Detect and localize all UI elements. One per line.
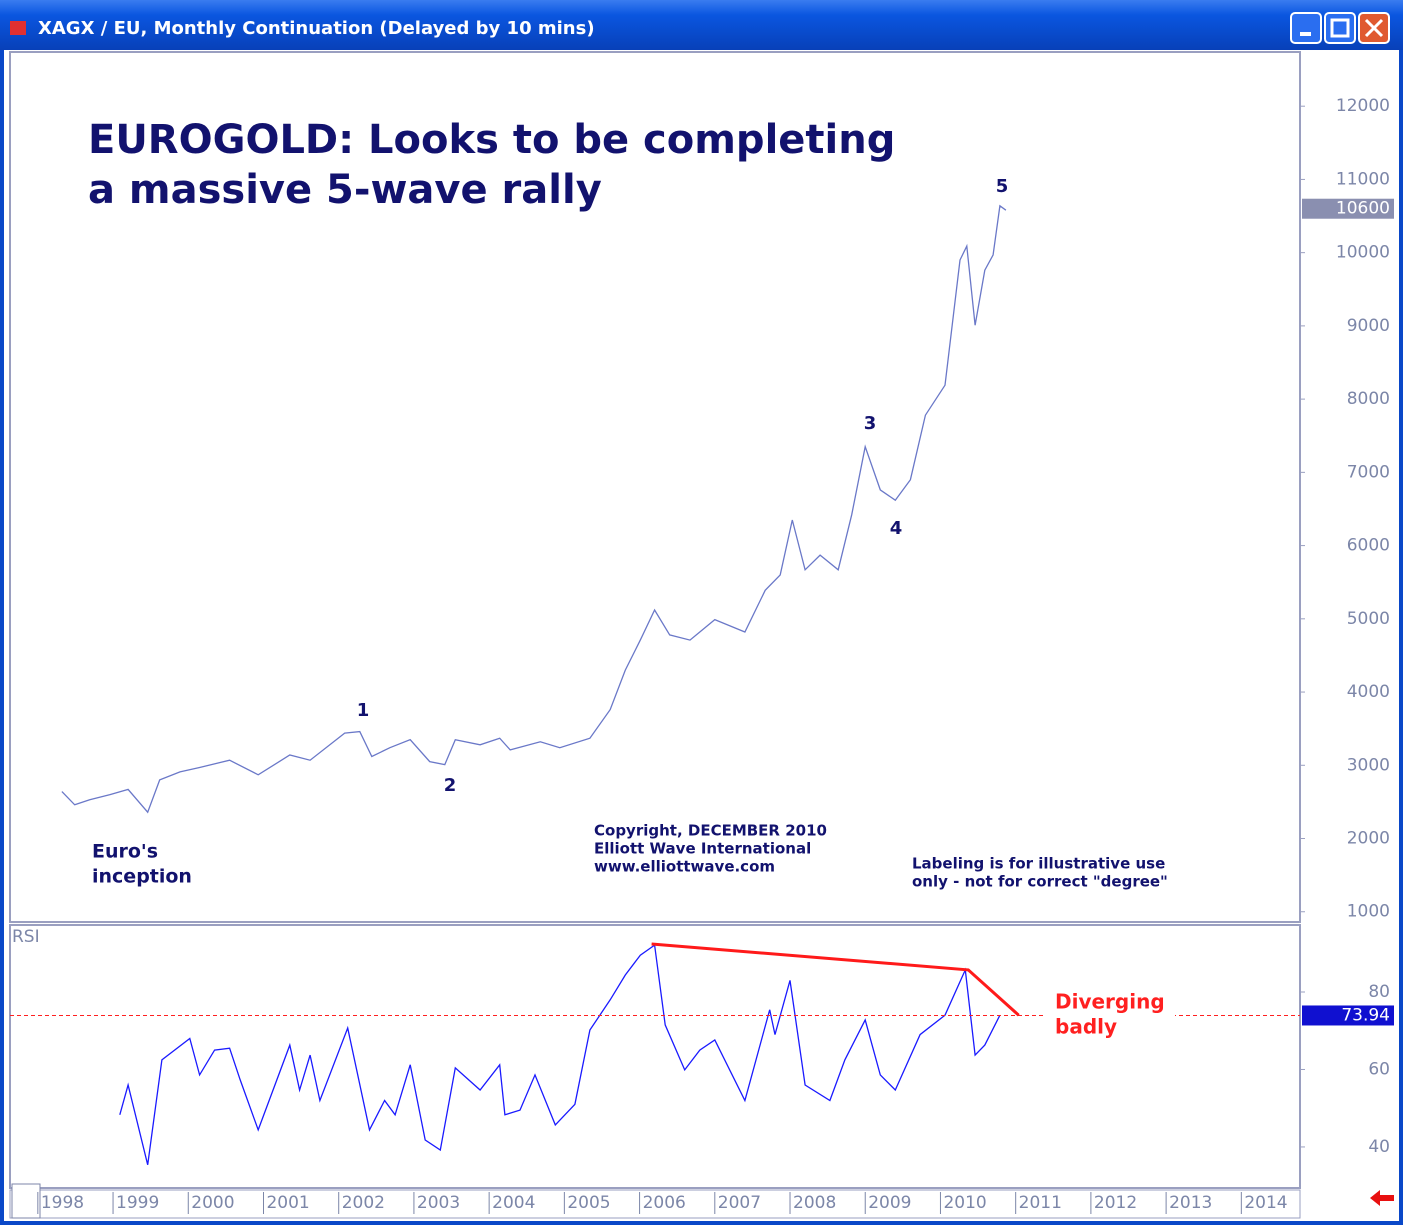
x-tick-label: 1999 [116, 1193, 159, 1213]
y-tick-label: 40 [1368, 1137, 1390, 1157]
panel-label: RSI [12, 927, 40, 947]
series-line [61, 204, 1007, 814]
y-tick-label: 10000 [1336, 243, 1390, 263]
x-tick-label: 2004 [492, 1193, 535, 1213]
annotation: www.elliottwave.com [594, 858, 775, 876]
last-value-label: 10600 [1336, 199, 1390, 219]
wave-label: 4 [890, 518, 903, 539]
last-value-box [1302, 198, 1394, 219]
x-tick-label: 2001 [266, 1193, 309, 1213]
maximize-button[interactable] [1324, 12, 1356, 44]
annotation: only - not for correct "degree" [912, 873, 1168, 891]
annotation: Labeling is for illustrative use [912, 855, 1165, 873]
trendline [651, 942, 1020, 1017]
annotation: Euro's [92, 841, 158, 863]
y-tick-label: 2000 [1347, 829, 1390, 849]
y-tick-label: 60 [1368, 1059, 1390, 1079]
y-tick-label: 7000 [1347, 462, 1390, 482]
x-tick-label: 2014 [1244, 1193, 1287, 1213]
scroll-box[interactable] [11, 1183, 41, 1219]
wave-label: 2 [444, 775, 457, 796]
chart-title: EUROGOLD: Looks to be completing [88, 117, 895, 163]
x-tick-label: 2003 [417, 1193, 460, 1213]
x-tick-label: 2005 [567, 1193, 610, 1213]
y-tick-label: 3000 [1347, 755, 1390, 775]
y-tick-label: 11000 [1336, 169, 1390, 189]
wave-label: 5 [996, 176, 1009, 197]
x-tick-label: 2010 [943, 1193, 986, 1213]
chart-layer: 1000 2000 3000 4000 5000 6000 7000 8000 9000 1000… [10, 96, 1394, 1214]
x-tick-label: 2002 [342, 1193, 385, 1213]
annotation: inception [92, 866, 192, 888]
window-title: XAGX / EU, Monthly Continuation (Delayed… [38, 18, 595, 39]
x-tick-label: 2007 [718, 1193, 761, 1213]
maximize-icon [1330, 18, 1350, 38]
wave-label: 3 [864, 413, 877, 434]
annotation: Elliott Wave International [594, 840, 811, 858]
y-tick-label: 6000 [1347, 536, 1390, 556]
x-tick-label: 2009 [868, 1193, 911, 1213]
last-value-box [1302, 1005, 1394, 1026]
scroll-arrow[interactable] [1370, 1190, 1394, 1206]
title-bar [0, 0, 1403, 50]
wave-label: 1 [357, 700, 370, 721]
chart-title: a massive 5-wave rally [88, 167, 602, 213]
x-tick-label: 2012 [1094, 1193, 1137, 1213]
x-tick-label: 2011 [1019, 1193, 1062, 1213]
rsi-panel [9, 924, 1301, 1189]
y-tick-label: 4000 [1347, 682, 1390, 702]
y-tick-label: 80 [1368, 982, 1390, 1002]
annotation: Copyright, DECEMBER 2010 [594, 822, 827, 840]
price-panel [9, 51, 1301, 923]
annotation-bg [1045, 990, 1175, 1042]
last-value-label: 73.94 [1341, 1005, 1390, 1025]
series-line [119, 943, 1001, 1165]
minimize-button[interactable] [1290, 12, 1322, 44]
app-icon [10, 21, 26, 35]
y-tick-label: 5000 [1347, 609, 1390, 629]
x-tick-label: 2013 [1169, 1193, 1212, 1213]
annotation: badly [1055, 1015, 1117, 1039]
y-tick-label: 12000 [1336, 96, 1390, 116]
annotation: Diverging [1055, 990, 1165, 1014]
minimize-icon [1300, 32, 1311, 36]
x-tick-label: 1998 [41, 1193, 84, 1213]
close-icon [1364, 18, 1384, 38]
y-tick-label: 8000 [1347, 389, 1390, 409]
x-tick-label: 2000 [191, 1193, 234, 1213]
y-tick-label: 1000 [1347, 902, 1390, 922]
time-axis [9, 1189, 1301, 1219]
x-tick-label: 2006 [643, 1193, 686, 1213]
x-tick-label: 2008 [793, 1193, 836, 1213]
y-tick-label: 9000 [1347, 316, 1390, 336]
